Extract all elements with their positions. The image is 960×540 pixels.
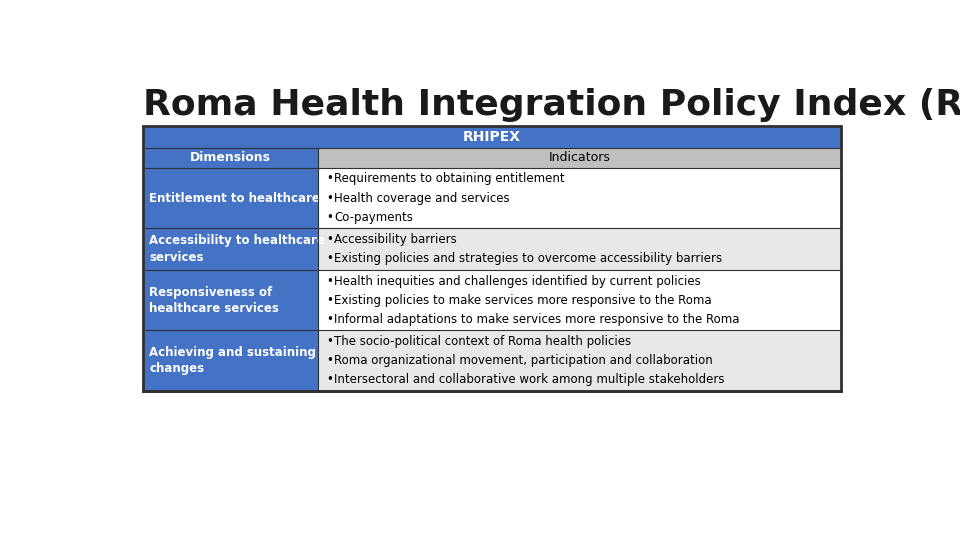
FancyBboxPatch shape [143,126,841,148]
Text: Existing policies to make services more responsive to the Roma: Existing policies to make services more … [334,294,711,307]
Text: •: • [326,373,333,386]
Text: Intersectoral and collaborative work among multiple stakeholders: Intersectoral and collaborative work amo… [334,373,725,386]
Text: •: • [326,313,333,326]
FancyBboxPatch shape [319,330,841,390]
FancyBboxPatch shape [319,271,841,330]
Text: •: • [326,354,333,367]
Text: Accessibility barriers: Accessibility barriers [334,233,457,246]
Text: Existing policies and strategies to overcome accessibility barriers: Existing policies and strategies to over… [334,252,722,265]
Text: Roma Health Integration Policy Index (RHIPEX): Roma Health Integration Policy Index (RH… [143,88,960,122]
Text: •: • [326,252,333,265]
Text: Dimensions: Dimensions [190,151,272,165]
FancyBboxPatch shape [143,168,319,228]
Text: Health coverage and services: Health coverage and services [334,192,510,205]
FancyBboxPatch shape [143,148,841,168]
Text: •: • [326,172,333,185]
Text: •: • [326,335,333,348]
Text: RHIPEX: RHIPEX [463,130,521,144]
Text: The socio-political context of Roma health policies: The socio-political context of Roma heal… [334,335,631,348]
Text: Entitlement to healthcare: Entitlement to healthcare [150,192,321,205]
FancyBboxPatch shape [319,228,841,271]
FancyBboxPatch shape [143,228,319,271]
Text: •: • [326,233,333,246]
Text: Co-payments: Co-payments [334,211,413,224]
Text: •: • [326,211,333,224]
Text: •: • [326,192,333,205]
FancyBboxPatch shape [143,330,319,390]
Text: Accessibility to healthcare
services: Accessibility to healthcare services [150,234,325,264]
Text: Indicators: Indicators [548,151,611,165]
FancyBboxPatch shape [143,271,319,330]
Text: Achieving and sustaining
changes: Achieving and sustaining changes [150,346,317,375]
Text: Roma organizational movement, participation and collaboration: Roma organizational movement, participat… [334,354,712,367]
Text: Responsiveness of
healthcare services: Responsiveness of healthcare services [150,286,279,315]
Text: Informal adaptations to make services more responsive to the Roma: Informal adaptations to make services mo… [334,313,739,326]
Text: Health inequities and challenges identified by current policies: Health inequities and challenges identif… [334,275,701,288]
Text: Requirements to obtaining entitlement: Requirements to obtaining entitlement [334,172,564,185]
FancyBboxPatch shape [319,168,841,228]
Text: •: • [326,294,333,307]
Text: •: • [326,275,333,288]
FancyBboxPatch shape [143,148,319,168]
